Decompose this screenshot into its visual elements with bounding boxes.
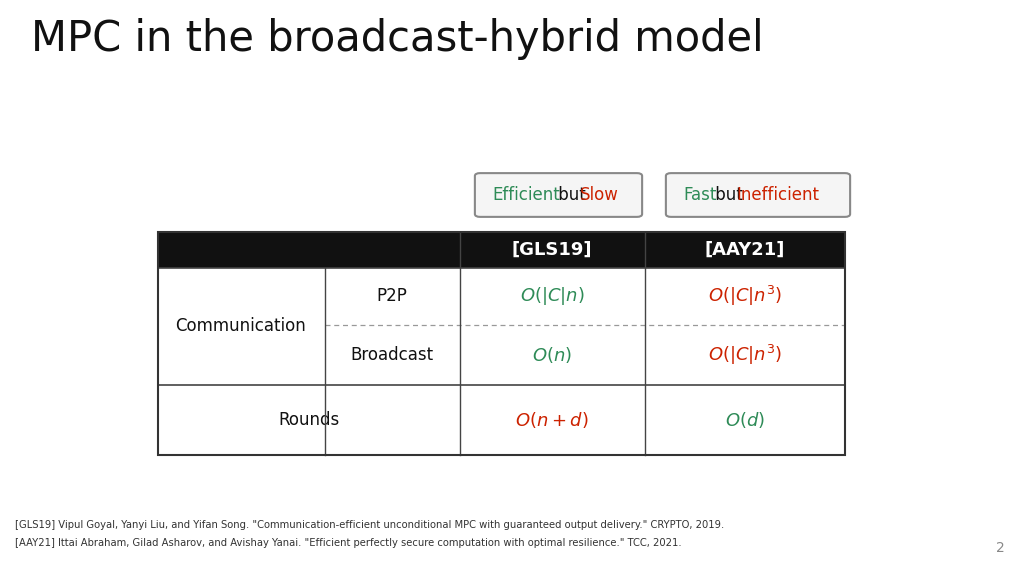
Text: Inefficient: Inefficient (736, 186, 819, 204)
FancyBboxPatch shape (666, 173, 850, 217)
Text: $\mathit{O}(|C|n^3)$: $\mathit{O}(|C|n^3)$ (708, 284, 782, 308)
Bar (158, 232, 845, 268)
Text: $\mathit{O}(n+d)$: $\mathit{O}(n+d)$ (515, 410, 589, 430)
Text: $\mathit{O}(d)$: $\mathit{O}(d)$ (725, 410, 765, 430)
Text: Fast: Fast (683, 186, 717, 204)
Text: Efficient: Efficient (492, 186, 560, 204)
Text: [AAY21] Ittai Abraham, Gilad Asharov, and Avishay Yanai. "Efficient perfectly se: [AAY21] Ittai Abraham, Gilad Asharov, an… (15, 538, 682, 548)
Text: [AAY21]: [AAY21] (705, 241, 785, 259)
Text: but: but (553, 186, 591, 204)
Text: [GLS19] Vipul Goyal, Yanyi Liu, and Yifan Song. "Communication-efficient uncondi: [GLS19] Vipul Goyal, Yanyi Liu, and Yifa… (15, 520, 724, 530)
FancyBboxPatch shape (475, 173, 642, 217)
Text: 2: 2 (996, 541, 1005, 555)
Text: Broadcast: Broadcast (350, 346, 433, 364)
Text: Communication: Communication (176, 317, 306, 335)
Text: Rounds: Rounds (279, 411, 340, 429)
Text: Slow: Slow (580, 186, 618, 204)
Text: MPC in the broadcast-hybrid model: MPC in the broadcast-hybrid model (31, 18, 763, 60)
Text: $\mathit{O}(|C|n)$: $\mathit{O}(|C|n)$ (519, 285, 585, 307)
Text: $\mathit{O}(|C|n^3)$: $\mathit{O}(|C|n^3)$ (708, 343, 782, 367)
Bar (158, 232, 845, 455)
Text: but: but (710, 186, 748, 204)
Text: [GLS19]: [GLS19] (512, 241, 592, 259)
Text: $\mathit{O}(n)$: $\mathit{O}(n)$ (532, 345, 572, 365)
Text: P2P: P2P (377, 287, 408, 305)
